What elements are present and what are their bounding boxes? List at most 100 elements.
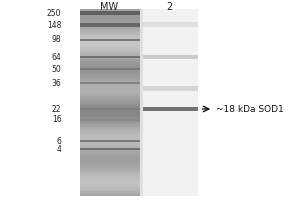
- Bar: [80, 90, 140, 92]
- Bar: [80, 194, 140, 196]
- Bar: [80, 23, 140, 27]
- Text: 250: 250: [47, 8, 62, 18]
- Bar: [80, 191, 140, 193]
- Bar: [80, 57, 140, 59]
- Bar: [80, 62, 140, 64]
- Bar: [80, 169, 140, 171]
- Bar: [80, 119, 140, 121]
- Bar: [80, 94, 140, 96]
- Text: 50: 50: [52, 64, 61, 73]
- Bar: [80, 110, 140, 112]
- Bar: [80, 38, 140, 40]
- Bar: [80, 104, 140, 106]
- Bar: [80, 180, 140, 182]
- Bar: [80, 192, 140, 194]
- Bar: [80, 39, 140, 41]
- Bar: [80, 135, 140, 137]
- Bar: [80, 87, 140, 88]
- Text: 16: 16: [52, 116, 62, 124]
- Bar: [80, 91, 140, 93]
- Bar: [80, 23, 140, 25]
- Bar: [80, 189, 140, 191]
- Bar: [80, 115, 140, 117]
- Bar: [80, 155, 140, 157]
- Bar: [80, 118, 140, 120]
- Bar: [80, 150, 140, 152]
- Bar: [80, 124, 140, 126]
- Bar: [80, 158, 140, 160]
- Bar: [80, 15, 140, 17]
- Bar: [80, 85, 140, 87]
- Bar: [80, 111, 140, 113]
- Bar: [80, 163, 140, 165]
- Bar: [80, 105, 140, 107]
- Bar: [80, 9, 198, 196]
- Bar: [80, 79, 140, 81]
- Bar: [80, 107, 140, 109]
- Bar: [80, 40, 140, 42]
- Bar: [80, 16, 140, 18]
- Bar: [80, 49, 140, 51]
- Bar: [80, 185, 140, 187]
- Text: 98: 98: [52, 36, 62, 45]
- Bar: [80, 157, 140, 159]
- Bar: [80, 154, 140, 155]
- Bar: [80, 48, 140, 50]
- Bar: [80, 80, 140, 82]
- Text: ~18 kDa SOD1: ~18 kDa SOD1: [216, 104, 284, 114]
- Text: 148: 148: [47, 21, 62, 29]
- Bar: [80, 21, 140, 23]
- Bar: [80, 68, 140, 70]
- Bar: [80, 172, 140, 174]
- Bar: [80, 9, 140, 196]
- Bar: [80, 77, 140, 79]
- Bar: [80, 121, 140, 123]
- Bar: [80, 113, 140, 115]
- Bar: [80, 102, 140, 104]
- Bar: [80, 171, 140, 173]
- Bar: [80, 20, 140, 21]
- Bar: [80, 188, 140, 190]
- Bar: [80, 51, 140, 53]
- Bar: [80, 63, 140, 65]
- Bar: [80, 97, 140, 99]
- Bar: [80, 166, 140, 168]
- Bar: [80, 41, 140, 43]
- Bar: [142, 9, 198, 196]
- Bar: [80, 55, 140, 57]
- Bar: [80, 140, 140, 141]
- Bar: [80, 144, 140, 146]
- Bar: [142, 86, 198, 91]
- Bar: [80, 177, 140, 179]
- Bar: [80, 101, 140, 102]
- Bar: [80, 10, 140, 12]
- Bar: [80, 108, 140, 110]
- Bar: [80, 149, 140, 151]
- Bar: [80, 69, 140, 71]
- Bar: [80, 71, 140, 73]
- Text: 64: 64: [52, 52, 61, 62]
- Bar: [80, 140, 140, 142]
- Bar: [80, 83, 140, 85]
- Bar: [80, 93, 140, 95]
- Bar: [80, 27, 140, 29]
- Bar: [80, 82, 140, 84]
- Bar: [80, 141, 140, 143]
- Bar: [80, 11, 140, 15]
- Bar: [80, 168, 140, 170]
- Bar: [80, 60, 140, 62]
- Bar: [80, 18, 140, 20]
- Bar: [80, 125, 140, 127]
- Bar: [80, 130, 140, 132]
- Bar: [80, 152, 140, 154]
- Text: MW: MW: [100, 2, 118, 12]
- Bar: [80, 129, 140, 131]
- Bar: [80, 52, 140, 54]
- Bar: [80, 34, 140, 35]
- Bar: [80, 175, 140, 177]
- Bar: [80, 32, 140, 34]
- Bar: [80, 174, 140, 176]
- Bar: [80, 58, 140, 60]
- Text: 2: 2: [167, 2, 172, 12]
- Bar: [142, 107, 198, 111]
